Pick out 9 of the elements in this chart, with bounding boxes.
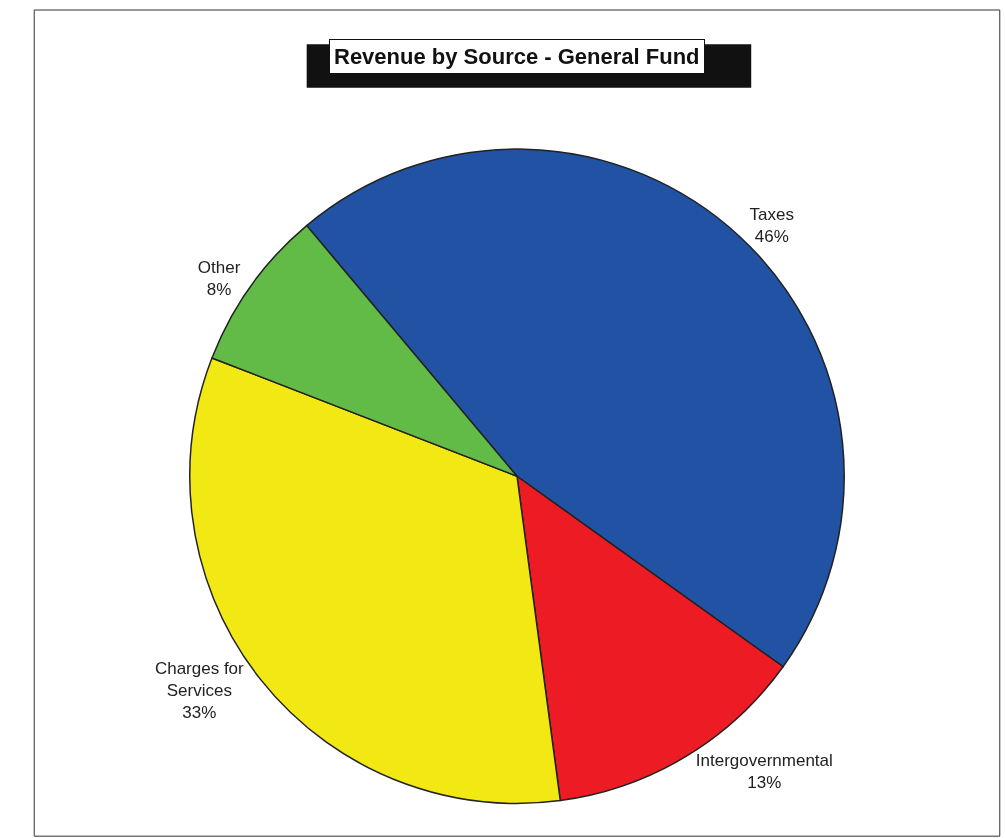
slice-label: Other [197, 258, 241, 278]
slice-label: Charges for Services [154, 659, 245, 701]
data-label: 8% [206, 280, 232, 300]
chart-title: Revenue by Source - General Fund [334, 44, 700, 69]
data-label: 33% [182, 703, 217, 723]
slice-label: Taxes [749, 204, 795, 224]
slice-label: Intergovernmental [695, 751, 833, 771]
data-label: 46% [754, 226, 789, 246]
data-label: 13% [747, 773, 782, 793]
